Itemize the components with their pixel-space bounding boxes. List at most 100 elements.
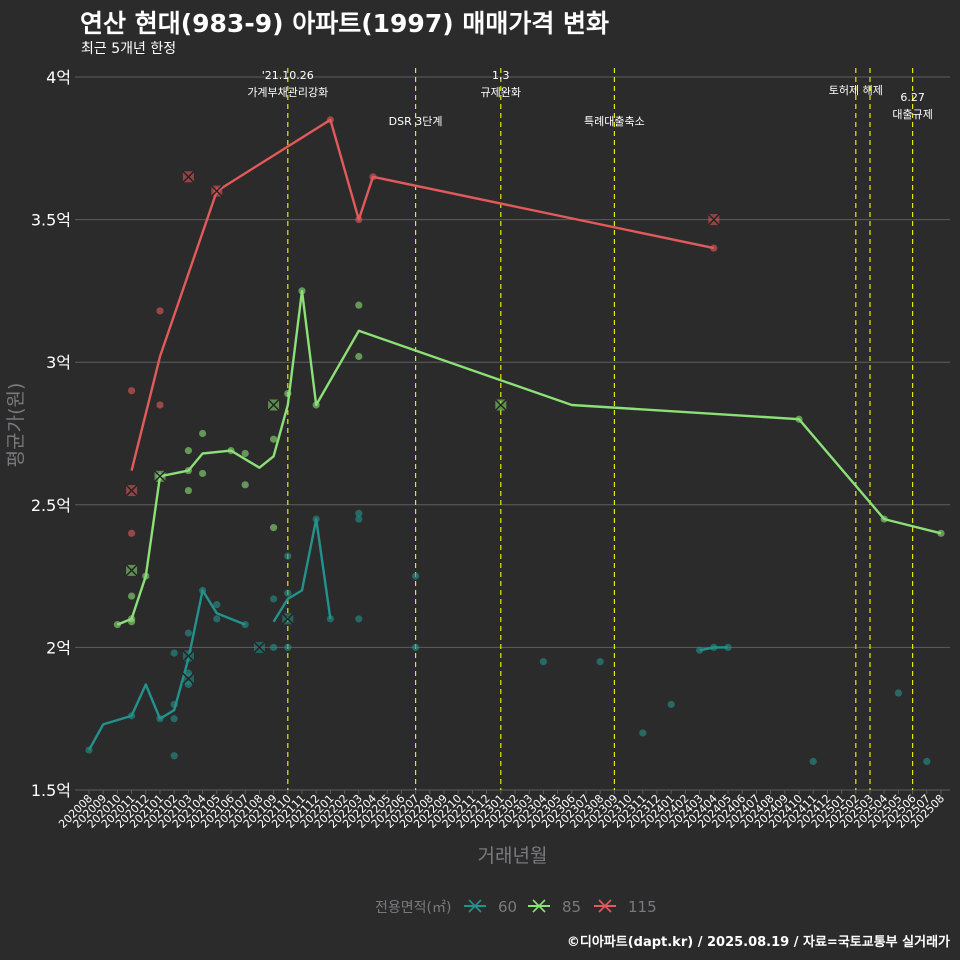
- event-label: 6.27: [900, 91, 925, 104]
- data-point: [199, 469, 207, 478]
- axis-layer: 1.5억2억2.5억3억3.5억4억2020082020092020102020…: [5, 68, 947, 867]
- data-point: [795, 415, 803, 423]
- data-point: [156, 715, 164, 723]
- series-line: [87, 589, 246, 751]
- data-point: [284, 643, 292, 652]
- event-label: 특례대출축소: [584, 115, 645, 128]
- data-point: [199, 586, 207, 594]
- cross-marker: [182, 649, 195, 662]
- event-label: 규제완화: [481, 86, 521, 99]
- data-point: [412, 643, 420, 652]
- series-60: [85, 509, 931, 766]
- data-point: [156, 307, 164, 315]
- data-point: [539, 658, 548, 666]
- event-label: 토허제 해제: [829, 83, 883, 97]
- event-label: 1.3: [492, 69, 510, 82]
- data-point: [355, 515, 363, 523]
- legend-label: 60: [498, 898, 517, 916]
- data-point: [170, 649, 178, 657]
- data-point: [128, 712, 136, 720]
- data-point: [170, 700, 178, 709]
- data-point: [937, 529, 945, 537]
- cross-marker: [154, 470, 166, 483]
- series-line: [272, 517, 332, 623]
- legend-label: 115: [628, 898, 657, 916]
- data-point: [596, 658, 604, 666]
- legend-key-cross: [598, 899, 612, 913]
- data-point: [270, 643, 278, 652]
- chart-title: 연산 현대(983-9) 아파트(1997) 매매가격 변화: [80, 9, 610, 38]
- data-point: [184, 629, 192, 637]
- data-point: [326, 615, 334, 623]
- legend: 전용면적(㎡) 60 85 115: [375, 898, 657, 916]
- cross-marker: [253, 641, 266, 654]
- data-point: [284, 589, 292, 597]
- grid-layer: [75, 76, 950, 791]
- data-point: [639, 729, 647, 737]
- data-point: [298, 287, 306, 295]
- data-point: [355, 352, 363, 361]
- y-tick-label: 2억: [46, 638, 71, 657]
- data-point: [809, 757, 817, 766]
- y-axis-title: 평균가(원): [5, 383, 27, 468]
- data-point: [184, 447, 192, 455]
- series-layer: [85, 116, 945, 766]
- y-tick-label: 1.5억: [31, 781, 71, 800]
- data-point: [85, 746, 93, 754]
- credit-line: ©디아파트(dapt.kr) / 2025.08.19 / 자료=국토교통부 실…: [566, 935, 950, 950]
- data-point: [184, 466, 192, 475]
- cross-marker: [707, 213, 720, 226]
- data-point: [241, 449, 249, 458]
- event-label: 대출규제: [892, 108, 932, 121]
- data-point: [241, 481, 249, 489]
- data-point: [142, 572, 150, 580]
- data-point: [880, 515, 888, 523]
- data-point: [412, 572, 420, 580]
- y-tick-label: 4억: [46, 68, 71, 87]
- event-label: DSR 3단계: [389, 115, 443, 128]
- legend-key-cross: [532, 899, 546, 913]
- data-point: [696, 646, 704, 654]
- cross-marker: [125, 484, 138, 497]
- data-point: [128, 592, 136, 600]
- data-point: [923, 757, 931, 766]
- data-point: [270, 595, 278, 603]
- data-point: [710, 244, 718, 252]
- data-point: [199, 429, 207, 438]
- series-85: [113, 287, 945, 629]
- data-point: [170, 752, 178, 760]
- legend-key-cross: [468, 899, 482, 913]
- data-point: [170, 715, 178, 723]
- y-tick-label: 3억: [46, 353, 71, 372]
- data-point: [128, 387, 136, 395]
- data-point: [128, 529, 136, 537]
- event-label: '21.10.26: [262, 69, 314, 82]
- y-tick-label: 2.5억: [31, 496, 71, 515]
- series-line: [116, 289, 942, 626]
- cross-marker: [494, 398, 507, 411]
- data-point: [156, 401, 164, 409]
- series-line: [130, 118, 715, 471]
- cross-marker: [281, 612, 294, 625]
- data-point: [284, 552, 292, 560]
- data-point: [724, 643, 732, 652]
- data-point: [213, 601, 221, 609]
- cross-marker: [210, 185, 223, 198]
- chart-subtitle: 최근 5개년 한정: [81, 41, 177, 57]
- data-point: [284, 389, 292, 398]
- data-point: [241, 620, 249, 629]
- data-point: [312, 515, 320, 523]
- data-point: [355, 615, 363, 623]
- legend-label: 85: [562, 898, 581, 916]
- series-115: [125, 116, 720, 537]
- event-label: 가계부채관리강화: [247, 86, 328, 99]
- cross-marker: [125, 564, 138, 577]
- data-point: [710, 643, 718, 652]
- data-point: [326, 116, 334, 124]
- data-point: [355, 301, 363, 309]
- data-point: [113, 620, 121, 629]
- y-tick-label: 3.5억: [31, 211, 71, 230]
- data-point: [270, 524, 278, 532]
- x-axis-title: 거래년월: [478, 845, 548, 867]
